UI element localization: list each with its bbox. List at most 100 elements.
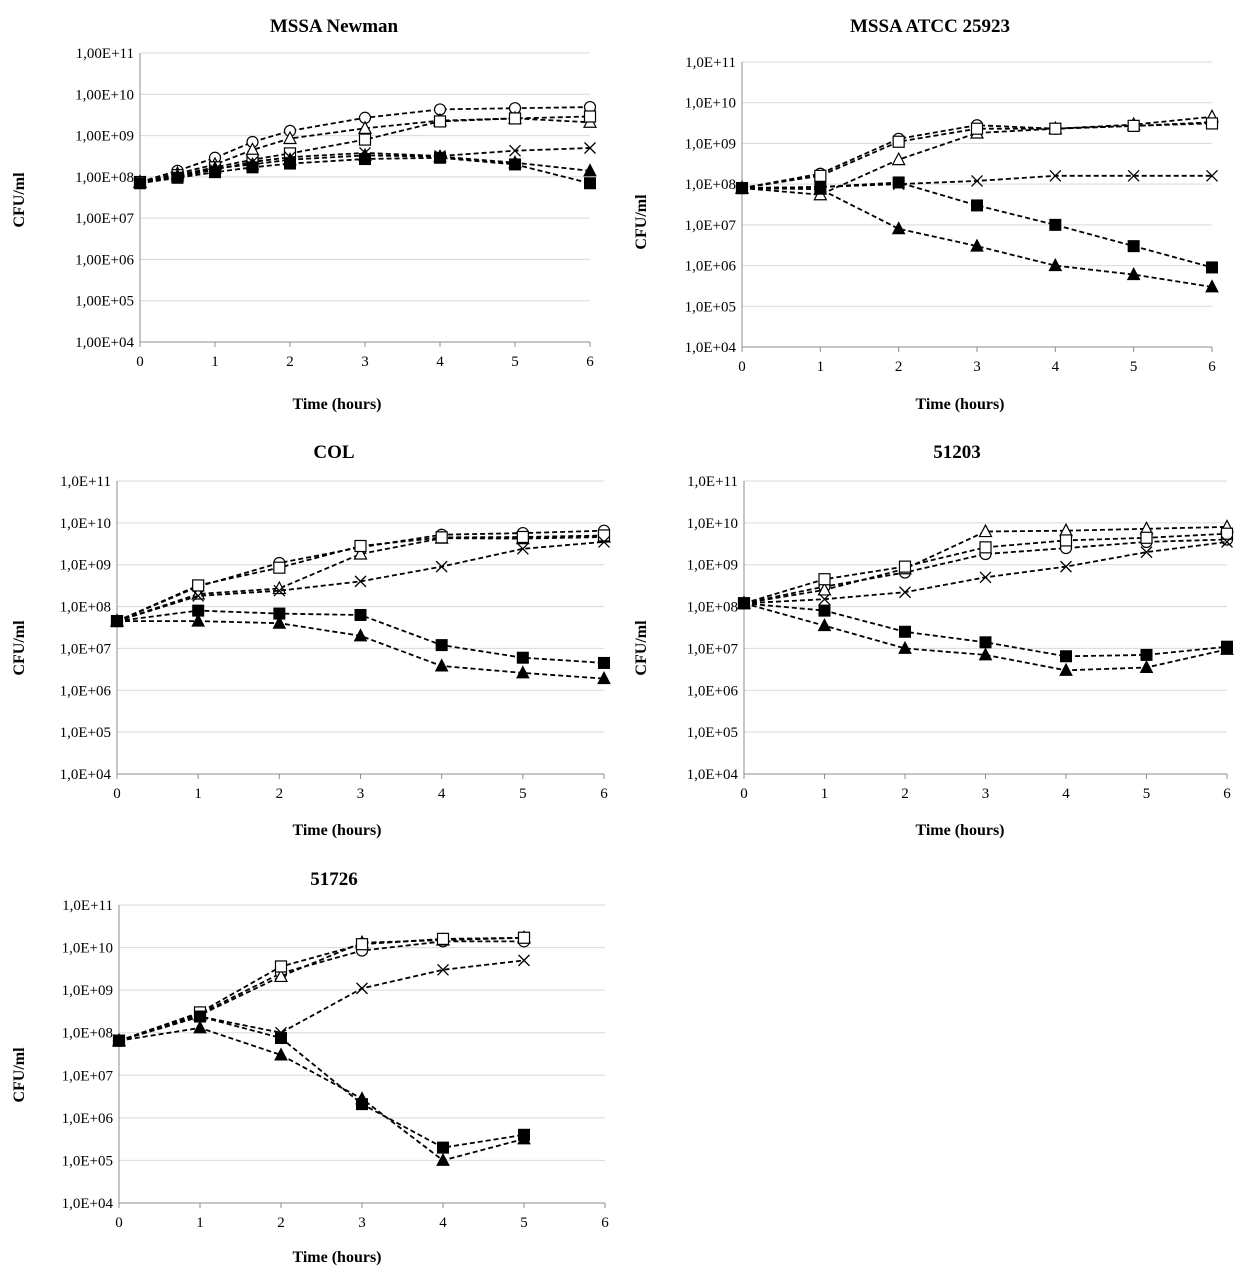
data-point <box>359 153 371 166</box>
y-tick-label: 1,0E+07 <box>687 641 739 657</box>
y-axis-title: CFU/ml <box>11 1047 28 1103</box>
panel-title: 51726 <box>310 869 358 890</box>
panel-col: COL Time (hours) CFU/ml 1,0E+041,0E+051,… <box>11 442 611 839</box>
data-point <box>1206 261 1218 274</box>
data-point <box>584 142 596 154</box>
plot-area: 1,0E+04 1,0E+05 1,0E+06 1,0E+07 1,0E+08 1,0E+… <box>685 55 1219 375</box>
panel-title: 51203 <box>933 442 981 463</box>
data-point <box>1048 257 1063 272</box>
series-open-circle <box>112 935 531 1047</box>
y-tick-label: 1,00E+06 <box>75 252 134 268</box>
data-point <box>892 135 905 148</box>
data-point <box>112 1033 126 1047</box>
data-point <box>1059 534 1073 547</box>
y-tick-label: 1,0E+10 <box>62 941 113 957</box>
y-tick-label: 1,0E+11 <box>62 898 113 914</box>
y-axis-title: CFU/ml <box>633 620 650 676</box>
data-point <box>1221 535 1233 548</box>
data-point <box>1140 648 1153 661</box>
x-tick-label: 2 <box>895 359 903 375</box>
data-point <box>272 615 287 629</box>
plot-area: 1,0E+04 1,0E+05 1,0E+06 1,0E+07 1,0E+08 1,0E+… <box>60 474 611 802</box>
x-tick-label: 2 <box>277 1215 285 1231</box>
panel-title: COL <box>313 442 354 463</box>
data-point <box>813 181 828 195</box>
data-point <box>355 1091 369 1105</box>
y-tick-label: 1,0E+10 <box>685 96 736 112</box>
x-tick-label: 2 <box>286 354 294 370</box>
data-point <box>891 151 906 166</box>
data-point <box>209 166 221 179</box>
x-tick-label: 1 <box>817 359 825 375</box>
series-line <box>139 156 591 185</box>
data-point <box>598 535 610 548</box>
y-tick-label: 1,0E+08 <box>60 600 111 616</box>
data-point <box>353 546 368 560</box>
y-axis-title: CFU/ml <box>11 172 28 228</box>
data-point <box>1049 218 1062 231</box>
x-tick-label: 1 <box>194 786 202 802</box>
y-tick-label: 1,00E+09 <box>75 129 134 145</box>
x-tick-label: 5 <box>1130 359 1138 375</box>
data-point <box>1060 560 1072 573</box>
data-point <box>891 221 906 235</box>
x-tick-label: 2 <box>276 786 284 802</box>
data-point <box>597 529 611 542</box>
series-filled-triangle <box>110 613 611 685</box>
data-point <box>509 158 521 171</box>
data-point <box>814 169 827 182</box>
data-point <box>898 640 912 654</box>
y-tick-label: 1,0E+05 <box>62 1153 113 1169</box>
data-point <box>353 628 368 642</box>
y-tick-label: 1,0E+10 <box>687 516 738 532</box>
y-tick-label: 1,0E+05 <box>687 725 738 741</box>
plot-area: 1,0E+04 1,0E+05 1,0E+06 1,0E+07 1,0E+08 1,0E+… <box>62 898 610 1231</box>
x-tick-label: 6 <box>1208 359 1216 375</box>
data-point <box>275 1032 287 1045</box>
data-point <box>1139 659 1154 674</box>
x-tick-label: 4 <box>1062 786 1070 802</box>
plot-area: 1,0E+04 1,0E+05 1,0E+06 1,0E+07 1,0E+08 1,0E+… <box>687 474 1234 802</box>
y-tick-label: 1,0E+06 <box>62 1111 114 1127</box>
y-tick-label: 1,0E+07 <box>685 218 737 234</box>
data-point <box>735 180 749 194</box>
data-point <box>354 539 367 553</box>
data-point <box>898 560 912 573</box>
data-point <box>979 571 992 584</box>
x-tick-label: 0 <box>113 786 121 802</box>
data-point <box>1049 169 1062 182</box>
series-filled-triangle <box>737 595 1234 676</box>
panel-mssa-atcc-25923: MSSA ATCC 25923 Time (hours) CFU/ml 1,0E… <box>633 16 1219 413</box>
series-line <box>139 154 591 184</box>
x-tick-label: 2 <box>901 786 909 802</box>
data-point <box>970 122 984 135</box>
y-tick-label: 1,0E+04 <box>62 1196 114 1212</box>
data-point <box>1127 169 1140 182</box>
y-tick-label: 1,0E+04 <box>687 767 739 783</box>
data-point <box>1205 279 1219 293</box>
series-line <box>118 1015 525 1149</box>
data-point <box>193 1020 207 1034</box>
y-tick-label: 1,0E+08 <box>687 600 738 616</box>
data-point <box>583 110 597 123</box>
data-point <box>971 174 983 187</box>
panel-title: MSSA ATCC 25923 <box>850 16 1010 37</box>
x-tick-label: 4 <box>439 1215 447 1231</box>
y-tick-label: 1,0E+09 <box>685 136 736 152</box>
y-tick-label: 1,0E+10 <box>60 516 111 532</box>
data-point <box>273 584 286 597</box>
panel-mssa-newman: MSSA Newman Time (hours) CFU/ml 1,00E+04… <box>11 16 597 413</box>
data-point <box>284 157 296 170</box>
data-point <box>191 613 205 627</box>
y-tick-label: 1,00E+07 <box>75 211 134 227</box>
series-open-triangle <box>112 929 531 1047</box>
data-point <box>978 523 993 538</box>
x-tick-label: 1 <box>821 786 829 802</box>
series-line <box>118 936 525 1042</box>
data-point <box>979 636 992 649</box>
series-cross <box>111 535 610 628</box>
data-point <box>509 144 521 157</box>
data-point <box>583 163 597 177</box>
data-point <box>899 625 911 638</box>
